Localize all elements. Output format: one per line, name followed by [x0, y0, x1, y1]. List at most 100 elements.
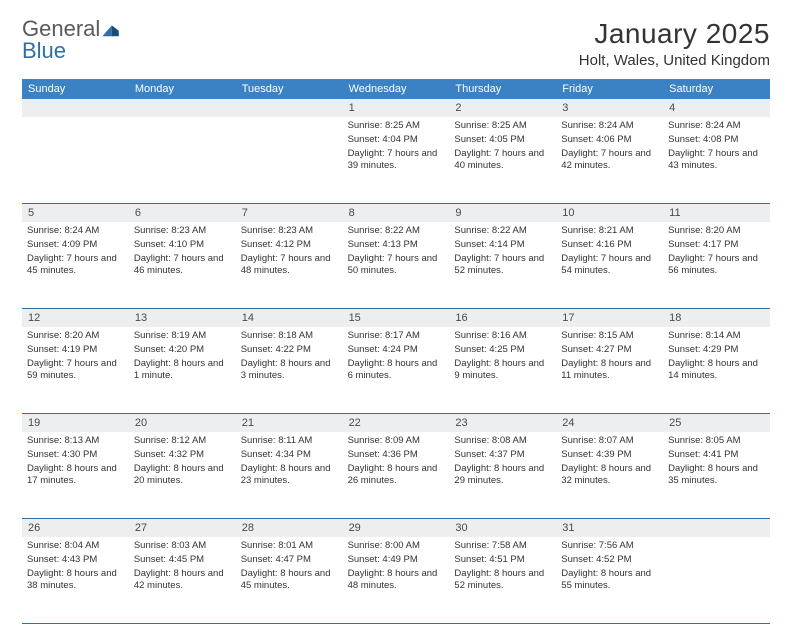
- sunrise-text: Sunrise: 8:11 AM: [241, 435, 338, 448]
- sunset-text: Sunset: 4:37 PM: [454, 449, 551, 462]
- daylight-text: Daylight: 8 hours and 42 minutes.: [134, 568, 231, 594]
- day-cell: [663, 537, 770, 623]
- sunrise-text: Sunrise: 8:03 AM: [134, 540, 231, 553]
- day-cell: Sunrise: 8:04 AMSunset: 4:43 PMDaylight:…: [22, 537, 129, 623]
- day-number: 27: [129, 519, 236, 537]
- daylight-text: Daylight: 7 hours and 54 minutes.: [561, 253, 658, 279]
- day-cell: Sunrise: 8:23 AMSunset: 4:10 PMDaylight:…: [129, 222, 236, 308]
- sunset-text: Sunset: 4:52 PM: [561, 554, 658, 567]
- daylight-text: Daylight: 7 hours and 43 minutes.: [668, 148, 765, 174]
- weekday-header: Sunday Monday Tuesday Wednesday Thursday…: [22, 79, 770, 99]
- brand-word-2: Blue: [22, 38, 66, 63]
- day-cell: Sunrise: 8:13 AMSunset: 4:30 PMDaylight:…: [22, 432, 129, 518]
- day-info-row: Sunrise: 8:25 AMSunset: 4:04 PMDaylight:…: [22, 117, 770, 203]
- sunrise-text: Sunrise: 8:05 AM: [668, 435, 765, 448]
- sunset-text: Sunset: 4:09 PM: [27, 239, 124, 252]
- day-number: 3: [556, 99, 663, 117]
- location: Holt, Wales, United Kingdom: [579, 52, 770, 69]
- sunrise-text: Sunrise: 8:16 AM: [454, 330, 551, 343]
- sunset-text: Sunset: 4:39 PM: [561, 449, 658, 462]
- sunrise-text: Sunrise: 8:21 AM: [561, 225, 658, 238]
- calendar-grid: Sunday Monday Tuesday Wednesday Thursday…: [22, 79, 770, 624]
- day-number: 23: [449, 414, 556, 432]
- day-cell: Sunrise: 8:22 AMSunset: 4:13 PMDaylight:…: [343, 222, 450, 308]
- day-cell: Sunrise: 8:20 AMSunset: 4:17 PMDaylight:…: [663, 222, 770, 308]
- sunset-text: Sunset: 4:24 PM: [348, 344, 445, 357]
- daylight-text: Daylight: 8 hours and 17 minutes.: [27, 463, 124, 489]
- day-cell: Sunrise: 8:21 AMSunset: 4:16 PMDaylight:…: [556, 222, 663, 308]
- sunset-text: Sunset: 4:25 PM: [454, 344, 551, 357]
- daylight-text: Daylight: 8 hours and 9 minutes.: [454, 358, 551, 384]
- week-row: 1234Sunrise: 8:25 AMSunset: 4:04 PMDayli…: [22, 99, 770, 204]
- week-row: 262728293031Sunrise: 8:04 AMSunset: 4:43…: [22, 519, 770, 624]
- sunrise-text: Sunrise: 8:15 AM: [561, 330, 658, 343]
- day-number: 26: [22, 519, 129, 537]
- day-cell: Sunrise: 8:15 AMSunset: 4:27 PMDaylight:…: [556, 327, 663, 413]
- day-cell: Sunrise: 8:09 AMSunset: 4:36 PMDaylight:…: [343, 432, 450, 518]
- sunrise-text: Sunrise: 8:23 AM: [134, 225, 231, 238]
- day-number: 24: [556, 414, 663, 432]
- daylight-text: Daylight: 8 hours and 48 minutes.: [348, 568, 445, 594]
- sunrise-text: Sunrise: 7:58 AM: [454, 540, 551, 553]
- daylight-text: Daylight: 7 hours and 52 minutes.: [454, 253, 551, 279]
- day-number: 13: [129, 309, 236, 327]
- day-number-row: 1234: [22, 99, 770, 117]
- daylight-text: Daylight: 7 hours and 50 minutes.: [348, 253, 445, 279]
- sunrise-text: Sunrise: 8:13 AM: [27, 435, 124, 448]
- day-cell: Sunrise: 8:08 AMSunset: 4:37 PMDaylight:…: [449, 432, 556, 518]
- day-number: 25: [663, 414, 770, 432]
- day-info-row: Sunrise: 8:20 AMSunset: 4:19 PMDaylight:…: [22, 327, 770, 413]
- day-number: 10: [556, 204, 663, 222]
- daylight-text: Daylight: 7 hours and 45 minutes.: [27, 253, 124, 279]
- weekday-sat: Saturday: [663, 79, 770, 99]
- sunset-text: Sunset: 4:17 PM: [668, 239, 765, 252]
- day-cell: [236, 117, 343, 203]
- daylight-text: Daylight: 8 hours and 29 minutes.: [454, 463, 551, 489]
- weeks-container: 1234Sunrise: 8:25 AMSunset: 4:04 PMDayli…: [22, 99, 770, 624]
- day-cell: [129, 117, 236, 203]
- week-row: 12131415161718Sunrise: 8:20 AMSunset: 4:…: [22, 309, 770, 414]
- day-number: [129, 99, 236, 117]
- day-number: 9: [449, 204, 556, 222]
- day-number-row: 567891011: [22, 204, 770, 222]
- brand-logo: GeneralBlue: [22, 18, 121, 62]
- sunrise-text: Sunrise: 8:07 AM: [561, 435, 658, 448]
- daylight-text: Daylight: 8 hours and 3 minutes.: [241, 358, 338, 384]
- day-number: 21: [236, 414, 343, 432]
- day-cell: Sunrise: 8:11 AMSunset: 4:34 PMDaylight:…: [236, 432, 343, 518]
- daylight-text: Daylight: 7 hours and 48 minutes.: [241, 253, 338, 279]
- sunset-text: Sunset: 4:08 PM: [668, 134, 765, 147]
- daylight-text: Daylight: 8 hours and 38 minutes.: [27, 568, 124, 594]
- sunrise-text: Sunrise: 8:24 AM: [668, 120, 765, 133]
- daylight-text: Daylight: 8 hours and 6 minutes.: [348, 358, 445, 384]
- sunrise-text: Sunrise: 8:09 AM: [348, 435, 445, 448]
- day-info-row: Sunrise: 8:24 AMSunset: 4:09 PMDaylight:…: [22, 222, 770, 308]
- day-cell: Sunrise: 8:18 AMSunset: 4:22 PMDaylight:…: [236, 327, 343, 413]
- sunset-text: Sunset: 4:47 PM: [241, 554, 338, 567]
- day-number: 18: [663, 309, 770, 327]
- sunset-text: Sunset: 4:22 PM: [241, 344, 338, 357]
- day-number: [236, 99, 343, 117]
- daylight-text: Daylight: 8 hours and 23 minutes.: [241, 463, 338, 489]
- day-number: 20: [129, 414, 236, 432]
- sunrise-text: Sunrise: 8:01 AM: [241, 540, 338, 553]
- day-number: 5: [22, 204, 129, 222]
- week-row: 567891011Sunrise: 8:24 AMSunset: 4:09 PM…: [22, 204, 770, 309]
- logo-icon: [101, 19, 121, 41]
- day-cell: [22, 117, 129, 203]
- daylight-text: Daylight: 7 hours and 42 minutes.: [561, 148, 658, 174]
- day-number: 15: [343, 309, 450, 327]
- sunset-text: Sunset: 4:14 PM: [454, 239, 551, 252]
- sunrise-text: Sunrise: 8:12 AM: [134, 435, 231, 448]
- daylight-text: Daylight: 7 hours and 40 minutes.: [454, 148, 551, 174]
- sunrise-text: Sunrise: 8:20 AM: [668, 225, 765, 238]
- day-cell: Sunrise: 8:07 AMSunset: 4:39 PMDaylight:…: [556, 432, 663, 518]
- sunset-text: Sunset: 4:19 PM: [27, 344, 124, 357]
- sunset-text: Sunset: 4:12 PM: [241, 239, 338, 252]
- daylight-text: Daylight: 8 hours and 26 minutes.: [348, 463, 445, 489]
- sunrise-text: Sunrise: 8:19 AM: [134, 330, 231, 343]
- sunrise-text: Sunrise: 8:00 AM: [348, 540, 445, 553]
- sunrise-text: Sunrise: 8:14 AM: [668, 330, 765, 343]
- daylight-text: Daylight: 8 hours and 32 minutes.: [561, 463, 658, 489]
- day-cell: Sunrise: 8:17 AMSunset: 4:24 PMDaylight:…: [343, 327, 450, 413]
